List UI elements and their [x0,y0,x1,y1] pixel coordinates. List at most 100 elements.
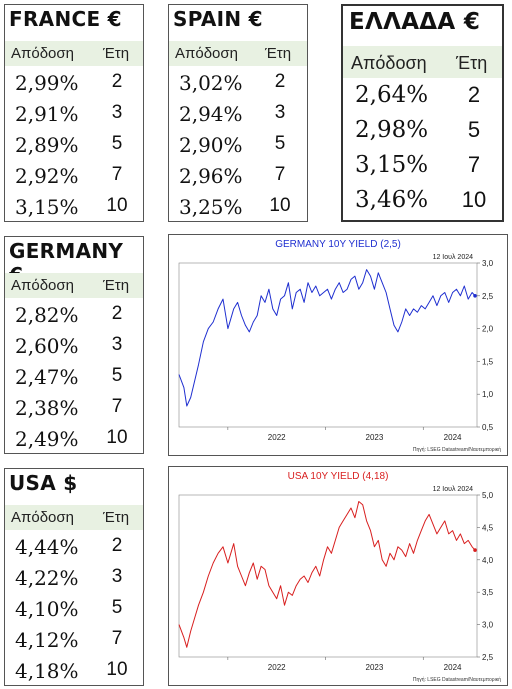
years-value: 2 [111,303,123,324]
series-line [178,501,476,648]
y-tick-label: 1,0 [482,390,494,399]
col-yield-header: Απόδοση [351,53,427,73]
table-row: 2,96% 7 [169,164,307,194]
years-value: 2 [467,82,481,107]
col-years-header: Έτη [456,53,488,73]
last-value-marker [473,294,477,298]
chart-date-label: 12 Ιουλ 2024 [433,486,474,493]
col-years-header: Έτη [103,509,130,526]
chart-title: GERMANY 10Y YIELD (2,5) [275,239,401,250]
germany-10y-yield-chart: GERMANY 10Y YIELD (2,5) 12 Ιουλ 2024 3,0 2,… [168,234,508,456]
spain-yield-table: SPAIN € Απόδοση Έτη 3,02% 2 2,94% 3 2,90% 5… [168,4,308,222]
yield-value: 2,96% [179,164,243,188]
y-tick-label: 3,0 [482,259,494,268]
y-tick-label: 3,5 [482,588,494,597]
greece-yield-table: ΕΛΛΑΔΑ € Απόδοση Έτη 2,64% 2 2,98% 5 3,15%… [341,4,504,222]
years-value: 10 [461,187,487,212]
table-title: SPAIN € [173,7,263,31]
years-value: 7 [111,396,123,417]
years-value: 10 [269,195,291,216]
years-value: 7 [467,152,481,177]
y-tick-label: 0,5 [482,423,494,432]
yield-value: 2,89% [15,133,79,157]
table-row: 2,38% 7 [5,396,143,426]
yield-value: 4,12% [15,628,79,652]
table-row: 4,10% 5 [5,597,143,627]
last-value-marker [473,548,477,552]
yield-value: 3,02% [179,71,243,95]
col-yield-header: Απόδοση [11,45,74,62]
table-row: 2,91% 3 [5,102,143,132]
table-header: Απόδοση Έτη [343,46,502,78]
years-value: 2 [274,71,286,92]
chart-title: USA 10Y YIELD (4,18) [288,471,389,482]
chart-date-label: 12 Ιουλ 2024 [433,254,474,261]
years-value: 5 [111,133,123,154]
chart-source: Πηγή: LSEG Datastream/Ναυτεμπορική [413,676,501,683]
col-years-header: Έτη [265,45,292,62]
years-value: 3 [111,102,123,123]
yield-value: 2,49% [15,427,79,451]
years-value: 5 [111,597,123,618]
yield-value: 4,18% [15,659,79,683]
y-tick-label: 4,5 [482,523,494,532]
table-row: 2,64% 2 [343,82,502,117]
yield-value: 2,38% [15,396,79,420]
yield-value: 2,60% [15,334,79,358]
table-row: 2,94% 3 [169,102,307,132]
years-value: 7 [274,164,286,185]
table-header: Απόδοση Έτη [5,273,143,298]
y-tick-label: 1,5 [482,357,494,366]
table-header: Απόδοση Έτη [169,41,307,66]
table-row: 3,15% 7 [343,152,502,187]
table-row: 2,82% 2 [5,303,143,333]
col-years-header: Έτη [103,277,130,294]
table-row: 4,12% 7 [5,628,143,658]
y-tick-label: 2,0 [482,325,494,334]
years-value: 10 [106,659,128,680]
col-years-header: Έτη [103,45,130,62]
table-row: 2,92% 7 [5,164,143,194]
col-yield-header: Απόδοση [11,277,74,294]
france-yield-table: FRANCE € Απόδοση Έτη 2,99% 2 2,91% 3 2,89%… [4,4,144,222]
yield-value: 2,94% [179,102,243,126]
y-tick-label: 4,0 [482,556,494,565]
chart-source: Πηγή: LSEG Datastream/Ναυτεμπορική [413,446,501,453]
table-row: 2,98% 5 [343,117,502,152]
years-value: 5 [467,117,481,142]
table-row: 2,49% 10 [5,427,143,457]
yield-value: 2,98% [355,117,429,143]
x-tick-label: 2022 [268,433,286,442]
years-value: 7 [111,164,123,185]
years-value: 7 [111,628,123,649]
years-value: 3 [111,566,123,587]
yield-value: 2,91% [15,102,79,126]
yield-value: 3,15% [355,152,429,178]
table-row: 3,25% 10 [169,195,307,225]
y-tick-label: 5,0 [482,491,494,500]
years-value: 2 [111,71,123,92]
yield-value: 2,82% [15,303,79,327]
table-title: FRANCE € [9,7,122,31]
x-tick-label: 2022 [268,663,286,672]
germany-yield-table: GERMANY € Απόδοση Έτη 2,82%2 2,60%3 2,47… [4,236,144,454]
yield-value: 2,47% [15,365,79,389]
years-value: 3 [111,334,123,355]
table-row: 2,89% 5 [5,133,143,163]
table-row: 3,02% 2 [169,71,307,101]
series-line [178,269,476,407]
table-header: Απόδοση Έτη [5,505,143,530]
yield-value: 2,90% [179,133,243,157]
usa-yield-table: USA $ Απόδοση Έτη 4,44% 2 4,22% 3 4,10% 5 4… [4,468,144,686]
table-row: 2,90% 5 [169,133,307,163]
table-row: 2,60% 3 [5,334,143,364]
yield-value: 3,25% [179,195,243,219]
plot-area [178,262,478,428]
x-tick-label: 2024 [444,663,462,672]
table-row: 2,47% 5 [5,365,143,395]
yield-value: 3,46% [355,187,429,213]
years-value: 3 [274,102,286,123]
table-row: 3,15% 10 [5,195,143,225]
yield-value: 2,99% [15,71,79,95]
x-tick-label: 2023 [366,433,384,442]
